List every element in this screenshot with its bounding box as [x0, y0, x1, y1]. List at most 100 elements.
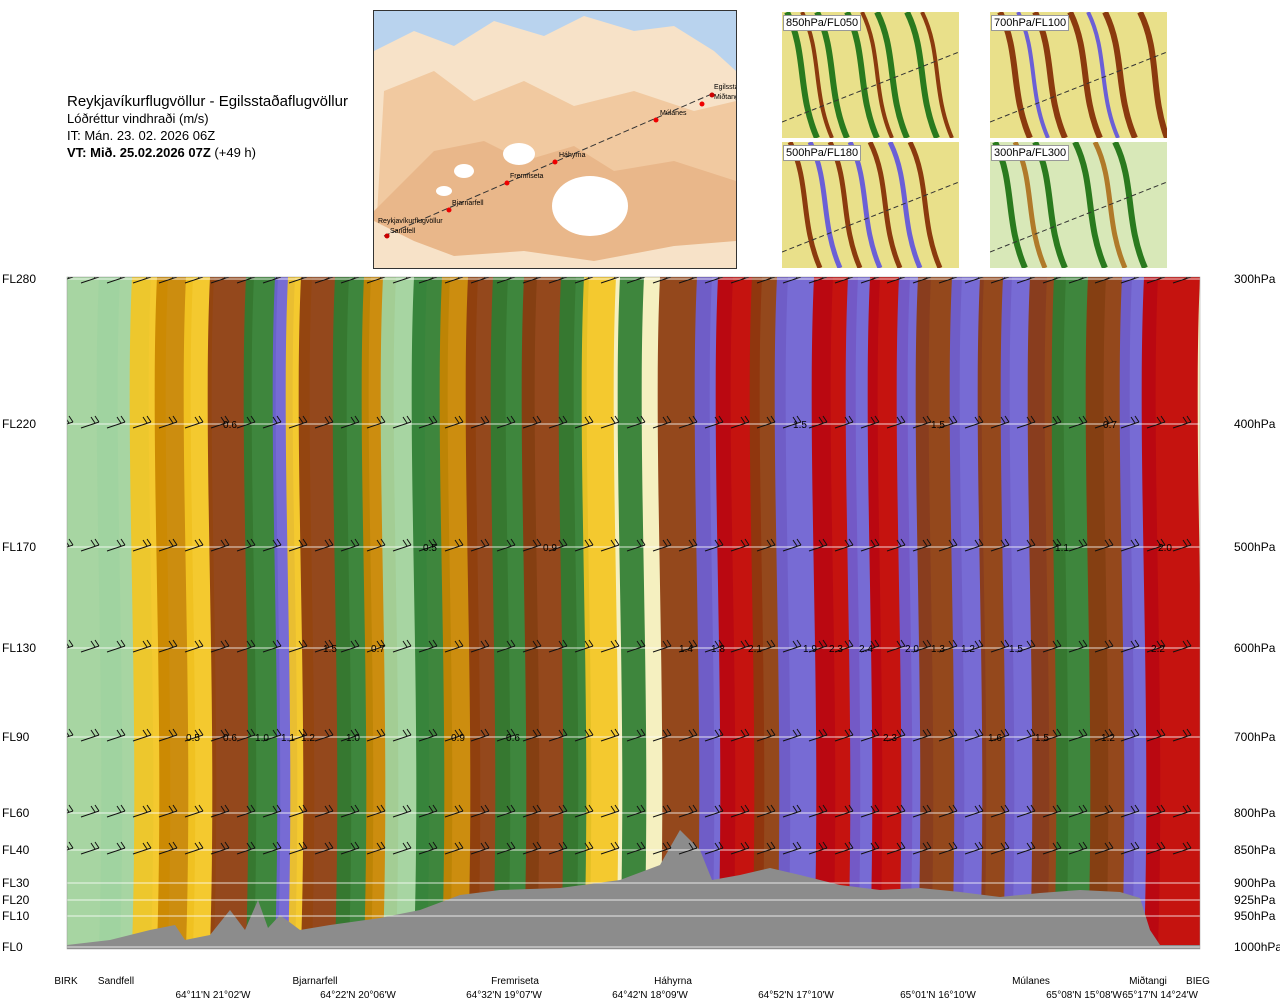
wind-barb: [548, 639, 568, 653]
wind-barb: [730, 804, 750, 818]
wind-barb: [990, 841, 1010, 855]
value-annotation: 1.2: [961, 644, 975, 655]
thumbnail-300hpa[interactable]: 300hPa/FL300: [990, 142, 1167, 268]
wind-barb: [262, 841, 282, 855]
wind-barb: [1068, 538, 1088, 552]
place-label: Fremriseta: [491, 976, 539, 987]
wind-barb: [80, 277, 100, 284]
right-axis-label: 900hPa: [1234, 876, 1276, 890]
wind-barb: [600, 415, 620, 429]
wind-barb: [418, 538, 438, 552]
wind-barb: [834, 538, 854, 552]
wind-barb: [1120, 277, 1140, 284]
right-axis-label: 800hPa: [1234, 806, 1276, 820]
value-annotation: 1.2: [301, 733, 315, 744]
wind-barb: [600, 277, 620, 284]
wind-barb: [1146, 277, 1166, 284]
wind-barb: [704, 277, 724, 284]
wind-barb: [730, 538, 750, 552]
wind-barb: [912, 277, 932, 284]
thumbnail-850hpa-label: 850hPa/FL050: [783, 15, 862, 31]
wind-barb: [314, 538, 334, 552]
wind-barb: [600, 841, 620, 855]
value-annotation: 2.4: [859, 644, 873, 655]
thumbnail-300hpa-label: 300hPa/FL300: [991, 145, 1070, 161]
wind-barb: [158, 538, 178, 552]
wind-barb: [756, 841, 776, 855]
wind-barb: [340, 639, 360, 653]
wind-barb: [158, 639, 178, 653]
wind-barb: [366, 415, 386, 429]
wind-barb: [938, 804, 958, 818]
wind-barb: [288, 639, 308, 653]
wind-barb: [990, 277, 1010, 284]
wind-barb: [548, 415, 568, 429]
wind-barb: [886, 538, 906, 552]
wind-barb: [262, 804, 282, 818]
wind-barb: [730, 728, 750, 742]
wind-barb: [522, 415, 542, 429]
left-axis-label: FL20: [2, 893, 30, 907]
wind-barb: [158, 804, 178, 818]
map-label-egilsstadir: Egilsstaðaflugvöllur: [714, 83, 736, 91]
route-map: Egilsstaðaflugvöllur Miðtangi Múlanes Há…: [373, 10, 737, 269]
wind-barb: [236, 841, 256, 855]
contour-band: [617, 277, 647, 949]
wind-barb: [964, 277, 984, 284]
wind-barb: [496, 639, 516, 653]
left-axis-label: FL220: [2, 417, 36, 431]
plot-frame: [66, 276, 1201, 950]
wind-barb: [392, 728, 412, 742]
wind-barb: [80, 728, 100, 742]
wind-barb: [678, 538, 698, 552]
value-annotation: 0.5: [186, 733, 200, 744]
thumbnail-500hpa[interactable]: 500hPa/FL180: [782, 142, 959, 268]
value-annotation: 1.6: [988, 733, 1002, 744]
wind-barb: [808, 277, 828, 284]
wind-barb: [288, 728, 308, 742]
wind-barb: [470, 728, 490, 742]
wind-barb: [106, 538, 126, 552]
wind-barb: [1042, 277, 1062, 284]
wind-barb: [132, 804, 152, 818]
wind-barb: [1172, 841, 1192, 855]
wind-barb: [626, 841, 646, 855]
wind-barb: [496, 841, 516, 855]
wind-barb: [418, 841, 438, 855]
wind-barb: [834, 277, 854, 284]
wind-barb: [522, 277, 542, 284]
wind-barb: [470, 415, 490, 429]
wind-barb: [496, 277, 516, 284]
wind-barb: [912, 728, 932, 742]
place-label: Bjarnarfell: [292, 976, 337, 987]
wind-barb: [990, 639, 1010, 653]
wind-barb: [1042, 538, 1062, 552]
wind-barb: [340, 538, 360, 552]
wind-barb: [808, 728, 828, 742]
wind-barb: [106, 639, 126, 653]
value-annotation: 2.2: [1151, 644, 1165, 655]
wind-barb: [782, 841, 802, 855]
wind-barb: [470, 804, 490, 818]
value-annotation: 1.3: [931, 644, 945, 655]
map-label-hahyrna: Háhyrna: [559, 152, 586, 159]
wind-barb: [314, 841, 334, 855]
thumbnail-850hpa[interactable]: 850hPa/FL050: [782, 12, 959, 138]
value-annotation: 2.1: [748, 644, 762, 655]
wind-barb: [522, 728, 542, 742]
wind-barb: [574, 415, 594, 429]
wind-barb: [210, 415, 230, 429]
wind-barb: [392, 841, 412, 855]
thumbnail-700hpa[interactable]: 700hPa/FL100: [990, 12, 1167, 138]
wind-barb: [470, 538, 490, 552]
right-axis-label: 500hPa: [1234, 540, 1276, 554]
wind-barb: [574, 728, 594, 742]
wind-barb: [938, 538, 958, 552]
value-annotation: 1.4: [679, 644, 693, 655]
wind-barb: [80, 415, 100, 429]
wind-barb: [444, 538, 464, 552]
place-label: BIEG: [1186, 976, 1210, 987]
wind-barb: [782, 639, 802, 653]
wind-barb: [67, 538, 74, 548]
title-block: Reykjavíkurflugvöllur - Egilsstaðaflugvö…: [67, 93, 348, 161]
